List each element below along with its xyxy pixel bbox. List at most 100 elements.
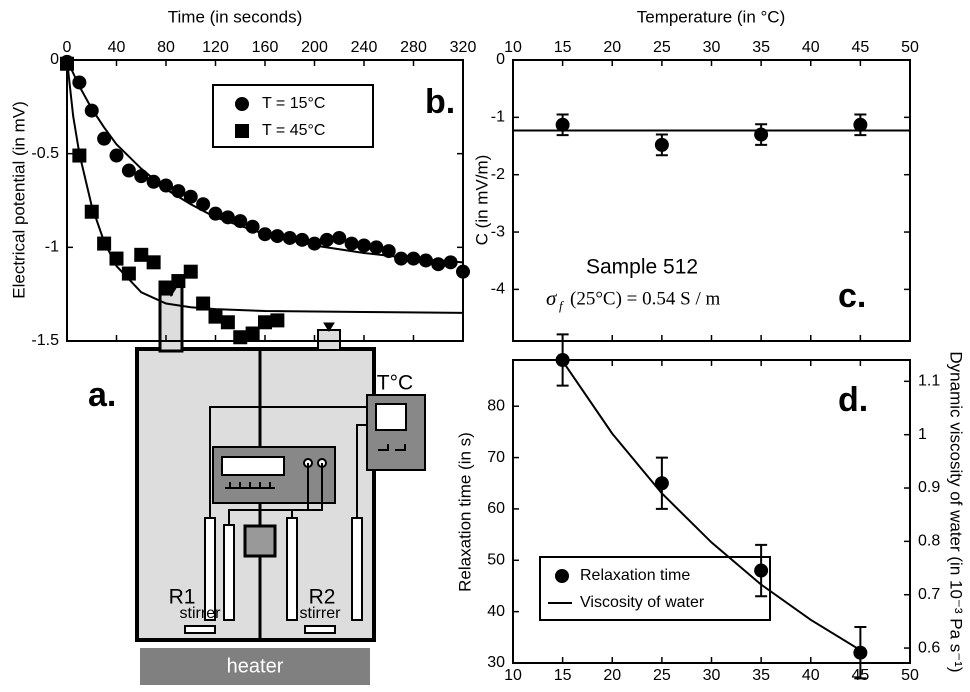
y-tick-label: 0	[50, 51, 59, 68]
legend-marker	[235, 97, 249, 111]
keys	[378, 444, 406, 451]
x-tick-label: 25	[653, 667, 671, 684]
x-tick-label: 30	[703, 667, 721, 684]
point	[245, 326, 260, 341]
y-axis-title: C (in mV/m)	[472, 155, 491, 246]
y2-axis-title: Dynamic viscosity of water (in 10⁻³ Pa s…	[947, 351, 966, 672]
reservoir-label: R1	[169, 586, 196, 609]
point	[394, 251, 409, 266]
point	[196, 197, 211, 212]
line	[561, 360, 861, 652]
x-tick-label: 25	[653, 39, 671, 56]
x-tick-label: 160	[252, 39, 279, 56]
electrode	[223, 524, 235, 621]
legend-marker	[555, 569, 569, 583]
point	[146, 174, 161, 189]
y-tick-label: 40	[487, 603, 505, 620]
point	[134, 169, 149, 184]
x-tick-label: 35	[752, 39, 770, 56]
point	[159, 178, 173, 193]
reservoir-label: R2	[309, 586, 336, 609]
point	[183, 264, 198, 279]
level-mark	[323, 322, 335, 332]
legend-label: T = 15°C	[262, 95, 325, 112]
x-tick-label: 15	[554, 667, 572, 684]
y-axis-title: Electrical potential (in mV)	[9, 101, 28, 298]
annotation: (25°C) = 0.54 S / m	[570, 288, 720, 309]
x-tick-label: 20	[603, 667, 621, 684]
x-tick-label: 80	[157, 39, 175, 56]
x-tick-label: 40	[108, 39, 126, 56]
panel-label: c.	[838, 277, 866, 315]
y-tick-label: -1	[45, 239, 59, 256]
legend-label: Viscosity of water	[580, 594, 705, 611]
x-tick-label: 40	[802, 39, 820, 56]
membrane	[243, 524, 277, 558]
y2-tick-label: 1.1	[918, 373, 940, 390]
y-tick-label: 80	[487, 397, 505, 414]
point	[258, 315, 272, 330]
y-axis-title: Relaxation time (in s)	[455, 432, 474, 592]
point	[134, 247, 149, 262]
display	[221, 456, 285, 476]
point	[233, 330, 248, 345]
point	[853, 117, 868, 132]
point	[159, 281, 173, 296]
x-tick-label: 45	[851, 39, 869, 56]
y-tick-label: 0	[496, 51, 505, 68]
point	[208, 309, 223, 324]
apparatus-diagram	[135, 280, 426, 685]
y-tick-label: -1.5	[31, 332, 59, 349]
point	[332, 230, 347, 245]
x-tick-label: 240	[351, 39, 378, 56]
point	[307, 236, 322, 251]
x-tick-label: 20	[603, 39, 621, 56]
x-tick-label: 10	[504, 667, 522, 684]
y-tick-label: 50	[487, 552, 505, 569]
x-tick-label: 10	[504, 39, 522, 56]
y2-tick-label: 0.6	[918, 639, 940, 656]
point	[121, 163, 136, 178]
x-tick-label: 50	[901, 667, 919, 684]
panel-label: b.	[425, 83, 455, 121]
panel-label: d.	[838, 381, 868, 419]
y2-tick-label: 0.8	[918, 533, 940, 550]
heater-label: heater	[227, 655, 284, 677]
annotation: f	[559, 298, 565, 313]
x-tick-label: 120	[202, 39, 229, 56]
point	[754, 127, 769, 142]
point	[109, 148, 124, 163]
x-tick-label: 50	[901, 39, 919, 56]
line	[66, 59, 464, 264]
x-axis-title: Temperature (in °C)	[637, 7, 786, 26]
annotation: Sample 512	[586, 256, 698, 279]
x-axis-title: Time (in seconds)	[168, 7, 302, 26]
point	[171, 274, 186, 289]
annotation: σ	[546, 286, 558, 310]
point	[97, 131, 112, 146]
point	[555, 353, 570, 367]
point	[456, 264, 470, 279]
point	[654, 476, 669, 491]
wires	[209, 406, 367, 525]
stirrer-bar	[304, 625, 336, 634]
x-tick-label: 15	[554, 39, 572, 56]
electrode	[351, 517, 363, 621]
point	[270, 313, 285, 328]
point	[220, 315, 235, 330]
y-tick-label: -1	[491, 109, 505, 126]
line	[66, 59, 464, 314]
y2-tick-label: 1	[918, 426, 927, 443]
heater	[140, 648, 370, 685]
panel-label: a.	[88, 376, 116, 414]
y-tick-label: -3	[491, 223, 505, 240]
point	[654, 137, 669, 152]
x-tick-label: 280	[400, 39, 427, 56]
thermometer-label: T°C	[377, 372, 413, 395]
legend-marker	[235, 124, 249, 138]
stirrer-bar	[184, 625, 216, 634]
point	[754, 563, 769, 578]
point	[357, 238, 371, 253]
x-tick-label: 200	[301, 39, 328, 56]
